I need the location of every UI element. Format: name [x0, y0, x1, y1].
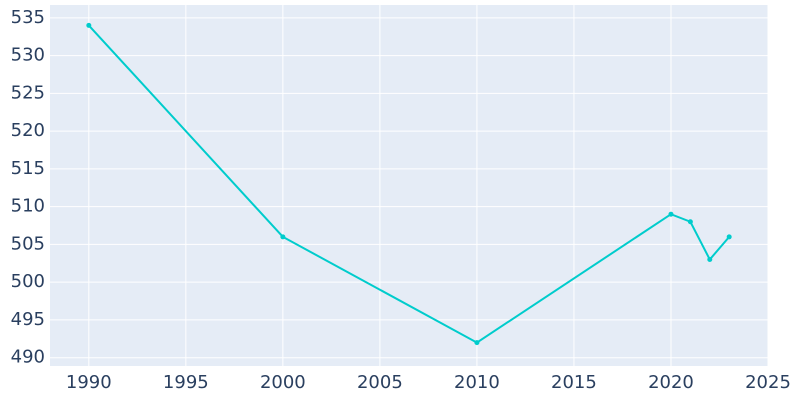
y-tick-label: 535	[11, 7, 45, 28]
data-point	[707, 257, 713, 263]
x-tick-label: 2015	[551, 372, 597, 393]
y-tick-label: 495	[11, 309, 45, 330]
y-tick-label: 500	[11, 271, 45, 292]
data-point	[86, 22, 92, 28]
y-tick-label: 490	[11, 347, 45, 368]
data-point	[280, 234, 286, 240]
data-point	[668, 211, 674, 217]
data-point	[687, 219, 693, 225]
x-tick-label: 1990	[66, 372, 112, 393]
data-point	[726, 234, 732, 240]
x-tick-label: 2025	[745, 372, 791, 393]
x-tick-label: 2005	[357, 372, 403, 393]
y-tick-label: 525	[11, 82, 45, 103]
data-point	[474, 340, 480, 346]
x-tick-label: 2020	[648, 372, 694, 393]
y-tick-label: 510	[11, 196, 45, 217]
y-tick-label: 530	[11, 45, 45, 66]
x-tick-label: 2000	[260, 372, 306, 393]
y-tick-label: 515	[11, 158, 45, 179]
x-tick-label: 1995	[163, 372, 209, 393]
y-tick-label: 520	[11, 120, 45, 141]
x-tick-label: 2010	[454, 372, 500, 393]
y-tick-label: 505	[11, 233, 45, 254]
plot-background	[50, 5, 768, 366]
